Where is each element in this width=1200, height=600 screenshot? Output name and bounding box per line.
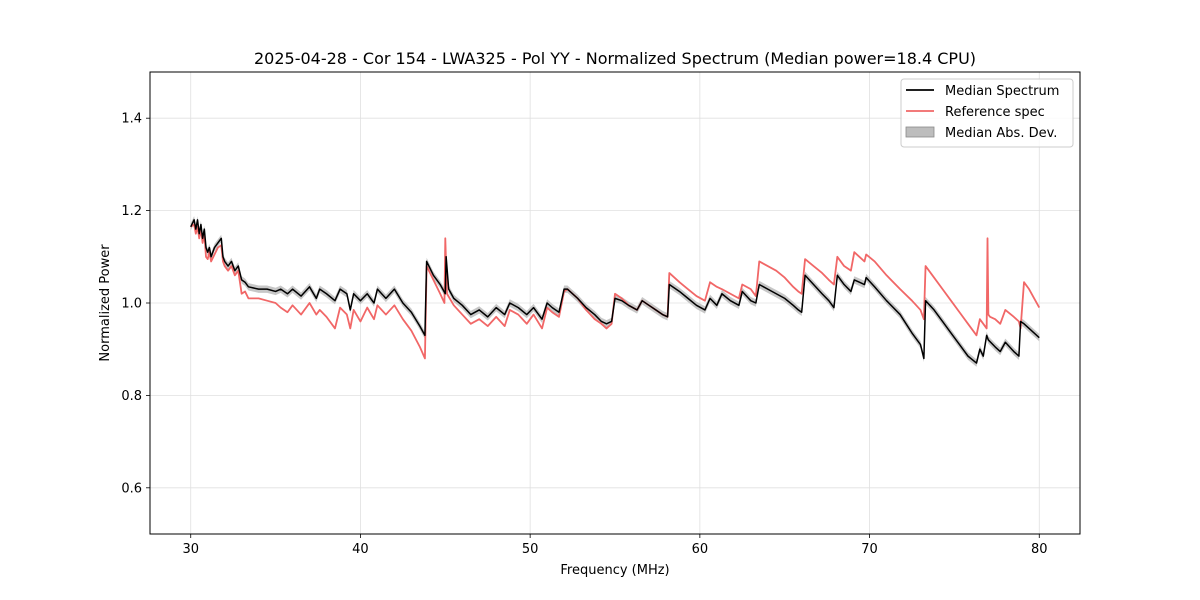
y-tick-label: 1.2 (121, 204, 142, 219)
x-tick-label: 40 (352, 542, 369, 557)
median-spectrum-line (190, 219, 1040, 364)
legend-reference-spec-label: Reference spec (945, 105, 1045, 120)
y-axis-ticks: 0.6 0.8 1.0 1.2 1.4 (121, 112, 150, 496)
legend: Median Spectrum Reference spec Median Ab… (900, 78, 1074, 148)
x-axis-ticks: 30 40 50 60 70 80 (182, 534, 1048, 557)
legend-median-abs-dev-label: Median Abs. Dev. (945, 126, 1057, 141)
x-tick-label: 50 (522, 542, 539, 557)
x-tick-label: 30 (182, 542, 199, 557)
reference-spec-line (190, 223, 1041, 360)
x-tick-label: 60 (692, 542, 709, 557)
x-tick-label: 70 (861, 542, 878, 557)
x-axis-label: Frequency (MHz) (560, 563, 669, 578)
y-tick-label: 0.6 (121, 481, 142, 496)
chart-title: 2025-04-28 - Cor 154 - LWA325 - Pol YY -… (254, 49, 976, 68)
x-tick-label: 80 (1031, 542, 1048, 557)
y-tick-label: 0.8 (121, 389, 142, 404)
y-tick-label: 1.4 (121, 112, 142, 127)
legend-box (900, 78, 1074, 148)
series-lines (190, 219, 1041, 364)
legend-median-spectrum-label: Median Spectrum (945, 84, 1059, 99)
legend-median-abs-dev-swatch (905, 126, 935, 138)
y-axis-label: Normalized Power (98, 244, 113, 362)
y-tick-label: 1.0 (121, 297, 142, 312)
